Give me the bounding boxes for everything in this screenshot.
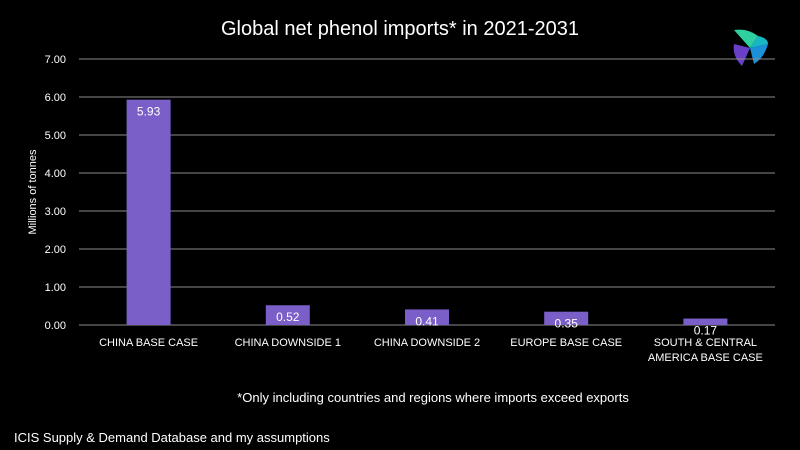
x-tick-label: EUROPE BASE CASE	[510, 337, 622, 349]
bar	[683, 318, 728, 325]
bar	[405, 309, 449, 325]
y-tick-label: 6.00	[45, 92, 66, 104]
chart-title: Global net phenol imports* in 2021-2031	[220, 18, 580, 40]
x-tick-label: AMERICA BASE CASE	[648, 352, 763, 364]
y-tick-label: 1.00	[45, 282, 66, 294]
y-tick-label: 7.00	[45, 54, 66, 66]
bar-value-label: 0.52	[276, 310, 300, 324]
x-tick-label: CHINA BASE CASE	[99, 337, 198, 349]
y-tick-label: 2.00	[45, 244, 66, 256]
y-tick-label: 4.00	[45, 168, 66, 180]
footnote: *Only including countries and regions wh…	[237, 390, 629, 405]
bar	[126, 99, 171, 325]
y-tick-label: 3.00	[45, 206, 66, 218]
bar	[265, 305, 310, 325]
y-tick-label: 0.00	[45, 320, 66, 332]
y-tick-label: 5.00	[45, 130, 66, 142]
bar-value-label: 0.35	[555, 317, 579, 331]
y-axis-label: Millions of tonnes	[27, 149, 39, 234]
bar	[544, 311, 589, 325]
bar-value-label: 0.41	[415, 314, 439, 328]
source-note: ICIS Supply & Demand Database and my ass…	[14, 430, 330, 445]
bar-value-label: 0.17	[694, 324, 718, 338]
x-tick-label: CHINA DOWNSIDE 1	[235, 337, 341, 349]
x-tick-label: CHINA DOWNSIDE 2	[374, 337, 480, 349]
bar-value-label: 5.93	[137, 105, 161, 119]
x-tick-label: SOUTH & CENTRAL	[654, 337, 757, 349]
